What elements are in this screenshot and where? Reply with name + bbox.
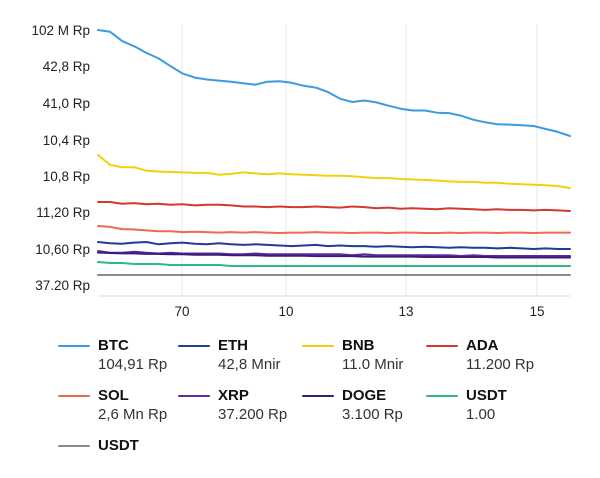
y-tick-label: 41,0 Rp	[43, 96, 90, 111]
series-line-eth	[97, 241, 571, 250]
x-tick-label: 70	[174, 304, 189, 319]
y-tick-label: 10,4 Rp	[43, 133, 90, 148]
legend-swatch	[58, 345, 90, 347]
legend-item-xrp: XRP 37.200 Rp	[178, 386, 302, 428]
legend-swatch	[426, 345, 458, 347]
y-tick-label: 11,20 Rp	[36, 205, 90, 220]
legend-value: 42,8 Mnir	[218, 356, 281, 373]
legend-item-sol: SOL 2,6 Mn Rp	[58, 386, 178, 428]
y-tick-label: 42,8 Rp	[43, 59, 90, 74]
legend-swatch	[58, 445, 90, 447]
legend-item-doge: DOGE 3.100 Rp	[302, 386, 426, 428]
legend-value: 37.200 Rp	[218, 406, 288, 423]
series-line-btc	[97, 29, 571, 137]
legend-name: ADA	[466, 337, 499, 354]
series-line-bnb	[97, 154, 571, 189]
legend-value: 3.100 Rp	[342, 406, 403, 423]
legend-swatch	[178, 345, 210, 347]
legend-name: USDT	[98, 437, 139, 454]
legend-value: 1.00	[466, 406, 496, 423]
legend-swatch	[178, 395, 210, 397]
series-line-xrp	[97, 250, 571, 257]
legend-name: USDT	[466, 387, 507, 404]
legend-value: 2,6 Mn Rp	[98, 406, 168, 423]
legend-name: DOGE	[342, 387, 387, 404]
x-tick-label: 15	[529, 304, 544, 319]
legend-swatch	[58, 395, 90, 397]
series-line-ada	[97, 201, 571, 212]
y-tick-label: 10,8 Rp	[43, 169, 90, 184]
legend-value: 11.0 Mnir	[342, 356, 404, 373]
y-tick-label: 102 M Rp	[31, 23, 90, 38]
legend-item-usdt: USDT 1.00	[426, 386, 550, 428]
y-tick-label: 10,60 Rp	[35, 242, 90, 257]
legend-name: ETH	[218, 337, 248, 354]
legend-value: 11.200 Rp	[466, 356, 535, 373]
legend-value: 104,91 Rp	[98, 356, 168, 373]
chart-container: 102 M Rp 42,8 Rp 41,0 Rp 10,4 Rp 10,8 Rp 11,2…	[31, 23, 571, 454]
legend-name: SOL	[98, 387, 129, 404]
series-line-usdt	[97, 261, 571, 267]
series-line-sol	[97, 225, 571, 234]
series-line-doge	[97, 251, 571, 259]
legend-item-eth: ETH 42,8 Mnir	[178, 336, 302, 378]
legend-name: BTC	[98, 337, 129, 354]
legend: BTC 104,91 Rp ETH 42,8 Mnir BNB 11.0 Mnir ADA 1…	[58, 336, 598, 478]
legend-name: BNB	[342, 337, 375, 354]
legend-item-ada: ADA 11.200 Rp	[426, 336, 550, 378]
legend-swatch	[302, 395, 334, 397]
legend-item-btc: BTC 104,91 Rp	[58, 336, 178, 378]
x-tick-label: 10	[278, 304, 293, 319]
legend-item-usdt: USDT	[58, 436, 178, 478]
legend-name: XRP	[218, 387, 249, 404]
legend-item-bnb: BNB 11.0 Mnir	[302, 336, 426, 378]
legend-swatch	[302, 345, 334, 347]
y-tick-label: 37.20 Rp	[35, 278, 90, 293]
x-tick-label: 13	[398, 304, 413, 319]
legend-swatch	[426, 395, 458, 397]
line-chart: 102 M Rp 42,8 Rp 41,0 Rp 10,4 Rp 10,8 Rp 11,2…	[31, 23, 571, 319]
